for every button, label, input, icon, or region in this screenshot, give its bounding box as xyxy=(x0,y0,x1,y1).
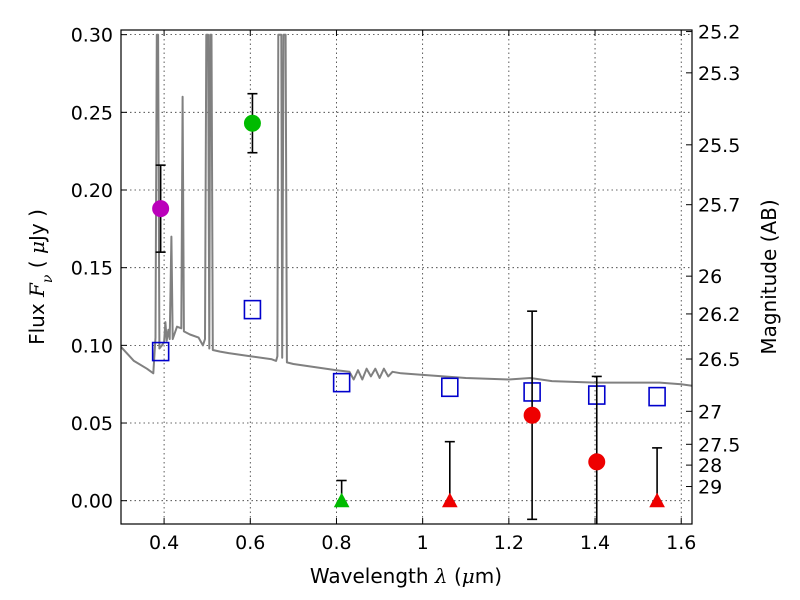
y-tick-label: 0.00 xyxy=(71,491,113,513)
detection-point xyxy=(152,200,170,218)
y2-axis-label: Magnitude (AB) xyxy=(757,199,781,354)
y-axis-label: Flux Fν ( μJy ) xyxy=(25,209,56,345)
mag-tick-label: 25.2 xyxy=(698,22,740,44)
mag-tick-label: 25.7 xyxy=(698,195,740,217)
y-tick-label: 0.15 xyxy=(71,258,113,280)
y-tick-label: 0.10 xyxy=(71,335,113,357)
upper-limit-triangle xyxy=(649,492,665,508)
x-tick-label: 0.6 xyxy=(235,532,265,554)
mag-tick-label: 25.3 xyxy=(698,63,740,85)
x-tick-label: 0.4 xyxy=(149,532,179,554)
mag-tick-label: 29 xyxy=(698,477,722,499)
tick-marks xyxy=(121,30,692,524)
model-flux-square xyxy=(243,299,262,320)
x-tick-label: 0.8 xyxy=(321,532,351,554)
y-tick-label: 0.05 xyxy=(71,413,113,435)
mag-tick-label: 28 xyxy=(698,455,722,477)
x-tick-label: 1.4 xyxy=(580,532,610,554)
grid xyxy=(121,30,692,524)
upper-limit-triangle xyxy=(333,492,350,508)
y-tick-label: 0.30 xyxy=(71,25,113,47)
mag-tick-label: 25.5 xyxy=(698,135,740,157)
detection-point xyxy=(523,406,541,424)
x-tick-label: 1.2 xyxy=(494,532,524,554)
x-tick-label: 1.6 xyxy=(666,532,696,554)
upper-limit-triangle xyxy=(441,492,458,508)
mag-tick-label: 26.5 xyxy=(698,349,740,371)
mag-tick-label: 26.2 xyxy=(698,304,740,326)
detection-point xyxy=(243,114,261,132)
detection-point xyxy=(588,453,606,471)
model-flux-square xyxy=(648,386,666,407)
mag-tick-label: 27.5 xyxy=(698,434,740,456)
x-axis-label: Wavelength λ (μm) xyxy=(310,564,502,588)
model-flux-square xyxy=(441,377,459,398)
model-flux-square xyxy=(332,372,351,393)
x-tick-label: 1 xyxy=(417,532,429,554)
model-flux-square xyxy=(151,341,170,362)
mag-tick-label: 27 xyxy=(698,401,722,423)
plot-area xyxy=(121,33,692,524)
y-tick-label: 0.20 xyxy=(71,180,113,202)
y-tick-label: 0.25 xyxy=(71,102,113,124)
model-spectrum-line xyxy=(121,33,692,387)
mag-tick-label: 26 xyxy=(698,266,722,288)
plot-frame xyxy=(120,29,693,525)
